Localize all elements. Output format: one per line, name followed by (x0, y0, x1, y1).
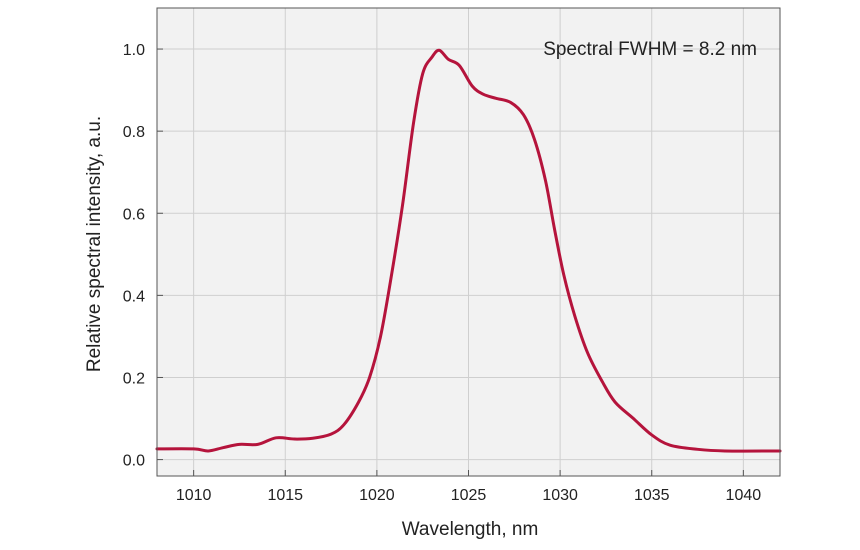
x-axis-title: Wavelength, nm (402, 519, 539, 540)
y-axis-title: Relative spectral intensity, a.u. (84, 116, 105, 372)
x-tick-label: 1010 (176, 487, 212, 504)
x-tick-label: 1035 (634, 487, 670, 504)
fwhm-annotation: Spectral FWHM = 8.2 nm (543, 39, 757, 60)
x-tick-label: 1030 (542, 487, 578, 504)
x-tick-label: 1015 (267, 487, 303, 504)
x-tick-label: 1025 (451, 487, 487, 504)
y-tick-label: 1.0 (123, 42, 145, 59)
y-tick-label: 0.8 (123, 124, 145, 141)
y-tick-label: 0.0 (123, 453, 145, 470)
grid-lines (157, 8, 780, 476)
plot-border (156, 7, 781, 477)
y-tick-label: 0.6 (123, 206, 145, 223)
series-line (155, 48, 782, 453)
x-tick-label: 1020 (359, 487, 395, 504)
y-tick-label: 0.4 (123, 288, 145, 305)
x-tick-label: 1040 (726, 487, 762, 504)
y-tick-label: 0.2 (123, 370, 145, 387)
axis-ticks: 1010 1015 1020 1025 1030 1035 1040 0.0 0.2 0.4 0.6… (123, 42, 762, 504)
